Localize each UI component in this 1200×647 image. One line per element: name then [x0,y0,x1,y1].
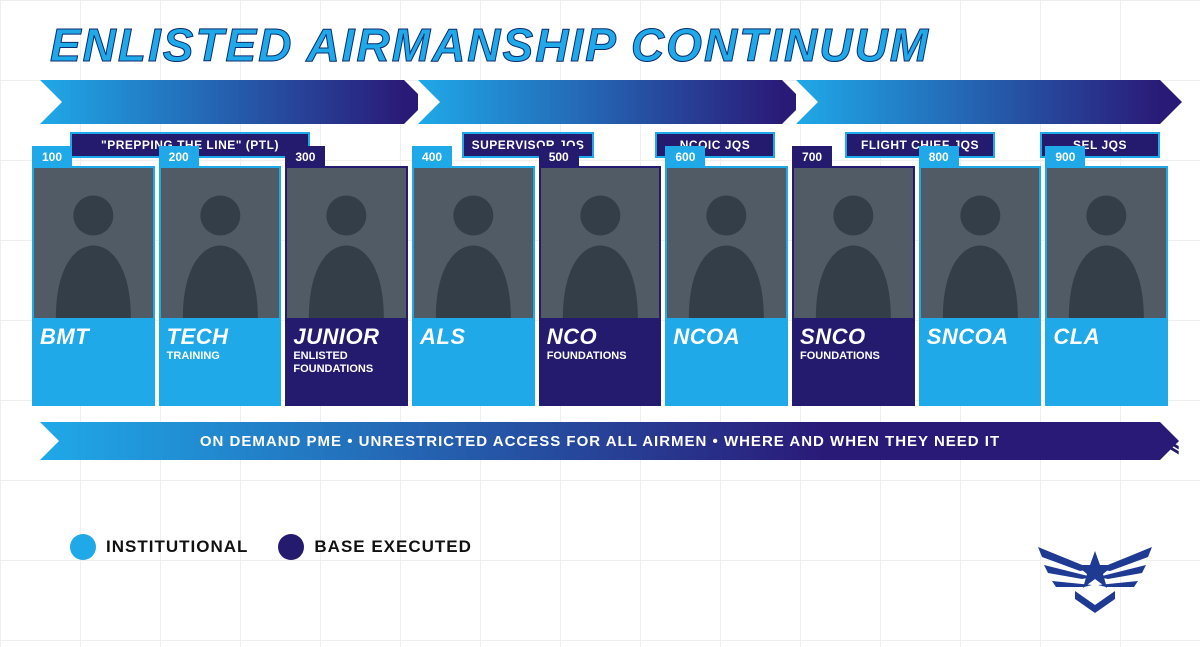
stage-code-tab: 400 [412,146,452,166]
stage-label-sub: FOUNDATIONS [800,350,907,363]
stage-label-main: NCO [547,326,654,348]
stage-label-box: ALS [414,318,533,404]
legend-dot [70,534,96,560]
stage-code-tab: 100 [32,146,72,166]
legend-row: INSTITUTIONAL BASE EXECUTED [30,534,1170,560]
stage-code-tab: 500 [539,146,579,166]
stage-code-tab: 300 [285,146,325,166]
stage-label-main: JUNIOR [293,326,400,348]
stage-card-500: 500 NCOFOUNDATIONS [541,168,660,404]
stage-label-box: CLA [1047,318,1166,404]
stage-image [161,168,280,318]
stage-card-400: 400 ALS [414,168,533,404]
stage-card-800: 800 SNCOA [921,168,1040,404]
stage-label-box: JUNIORENLISTED FOUNDATIONS [287,318,406,404]
legend-item-1: BASE EXECUTED [278,534,472,560]
stage-code-tab: 700 [792,146,832,166]
stage-card-200: 200 TECHTRAINING [161,168,280,404]
page-title: ENLISTED AIRMANSHIP CONTINUUM [50,18,1170,72]
cards-row: 100 BMT200 TECHTRAINING300 JUNIORENLISTE… [30,168,1170,404]
stage-image [921,168,1040,318]
air-force-logo [1030,517,1160,617]
stage-label-box: NCO FOUNDATIONS [541,318,660,404]
banner-text: ON DEMAND PME • UNRESTRICTED ACCESS FOR … [200,433,1000,450]
infographic-content: ENLISTED AIRMANSHIP CONTINUUM "PREPPING … [0,0,1200,560]
stage-image [667,168,786,318]
banner-row: ON DEMAND PME • UNRESTRICTED ACCESS FOR … [30,422,1170,460]
stage-card-900: 900 CLA [1047,168,1166,404]
phase-arrow-2 [418,80,782,124]
stage-card-300: 300 JUNIORENLISTED FOUNDATIONS [287,168,406,404]
stage-label-sub: TRAINING [167,350,274,363]
banner-arrow: ON DEMAND PME • UNRESTRICTED ACCESS FOR … [40,422,1160,460]
stage-label-box: BMT [34,318,153,404]
phase-arrows-row [30,80,1170,124]
phase-arrow-3 [796,80,1160,124]
stage-code-tab: 600 [665,146,705,166]
stage-image [1047,168,1166,318]
stage-label-main: NCOA [673,326,780,348]
stage-label-main: CLA [1053,326,1160,348]
stage-image [541,168,660,318]
stage-image [287,168,406,318]
stage-card-100: 100 BMT [34,168,153,404]
legend-label: INSTITUTIONAL [106,537,248,557]
stage-label-box: SNCOA [921,318,1040,404]
stage-image [34,168,153,318]
stage-label-box: NCOA [667,318,786,404]
stage-image [414,168,533,318]
phase-arrow-1 [40,80,404,124]
stage-card-600: 600 NCOA [667,168,786,404]
stage-image [794,168,913,318]
stage-label-main: SNCO [800,326,907,348]
stage-label-sub: ENLISTED FOUNDATIONS [293,350,400,375]
stage-label-main: TECH [167,326,274,348]
jqs-labels-row: "PREPPING THE LINE" (PTL)SUPERVISOR JQSN… [30,130,1170,164]
legend-item-0: INSTITUTIONAL [70,534,248,560]
stage-label-box: SNCO FOUNDATIONS [794,318,913,404]
stage-label-main: SNCOA [927,326,1034,348]
legend-dot [278,534,304,560]
stage-label-sub: FOUNDATIONS [547,350,654,363]
stage-label-main: BMT [40,326,147,348]
stage-code-tab: 900 [1045,146,1085,166]
legend-label: BASE EXECUTED [314,537,472,557]
stage-code-tab: 800 [919,146,959,166]
stage-card-700: 700 SNCOFOUNDATIONS [794,168,913,404]
stage-label-main: ALS [420,326,527,348]
stage-label-box: TECH TRAINING [161,318,280,404]
stage-code-tab: 200 [159,146,199,166]
